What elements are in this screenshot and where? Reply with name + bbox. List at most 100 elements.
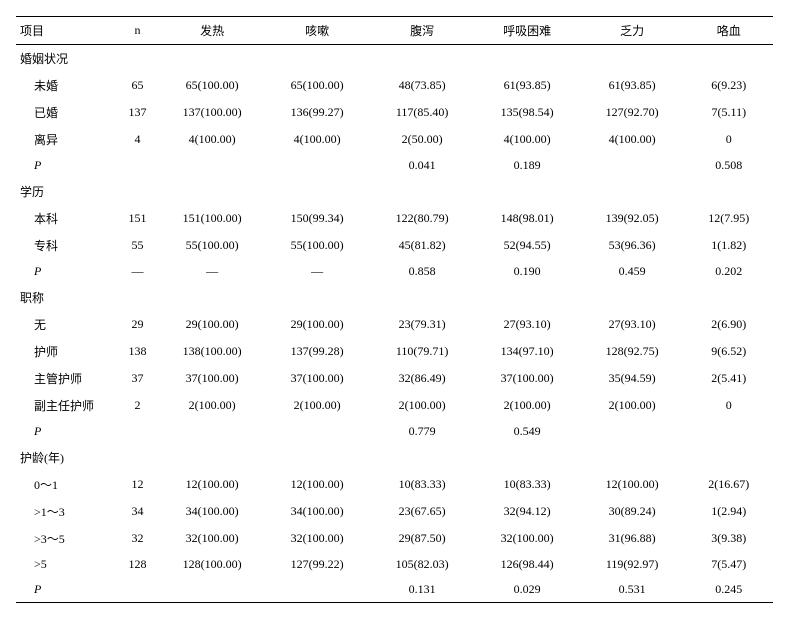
cell: 12(100.00) xyxy=(265,471,370,498)
cell: 29(100.00) xyxy=(265,311,370,338)
cell: 136(99.27) xyxy=(265,99,370,126)
table-row: 未婚6565(100.00)65(100.00)48(73.85)61(93.8… xyxy=(16,72,773,99)
p-cell: 0.202 xyxy=(685,259,773,284)
col-dyspnea: 呼吸困难 xyxy=(475,17,580,45)
cell: 32(100.00) xyxy=(160,525,265,552)
cell: 45(81.82) xyxy=(370,232,475,259)
p-cell xyxy=(265,153,370,178)
p-cell: 0.131 xyxy=(370,577,475,603)
cell: 35(94.59) xyxy=(580,365,685,392)
cell: 1(2.94) xyxy=(685,498,773,525)
cell: 150(99.34) xyxy=(265,205,370,232)
p-cell: 0.459 xyxy=(580,259,685,284)
cell: 126(98.44) xyxy=(475,552,580,577)
row-n: 151 xyxy=(115,205,159,232)
p-cell: 0.508 xyxy=(685,153,773,178)
p-label: P xyxy=(16,153,115,178)
row-label: 专科 xyxy=(16,232,115,259)
cell: 9(6.52) xyxy=(685,338,773,365)
cell: 135(98.54) xyxy=(475,99,580,126)
row-label: 副主任护师 xyxy=(16,392,115,419)
p-row: P0.7790.549 xyxy=(16,419,773,444)
p-cell: 0.549 xyxy=(475,419,580,444)
table-row: 0～11212(100.00)12(100.00)10(83.33)10(83.… xyxy=(16,471,773,498)
p-row: P———0.8580.1900.4590.202 xyxy=(16,259,773,284)
col-n: n xyxy=(115,17,159,45)
cell: 128(92.75) xyxy=(580,338,685,365)
p-cell: 0.029 xyxy=(475,577,580,603)
cell: 32(86.49) xyxy=(370,365,475,392)
row-label: >1～3 xyxy=(16,498,115,525)
cell: 105(82.03) xyxy=(370,552,475,577)
cell: 137(100.00) xyxy=(160,99,265,126)
col-item: 项目 xyxy=(16,17,115,45)
table-row: >5128128(100.00)127(99.22)105(82.03)126(… xyxy=(16,552,773,577)
cell: 2(100.00) xyxy=(475,392,580,419)
p-cell: 0.190 xyxy=(475,259,580,284)
cell: 0 xyxy=(685,392,773,419)
row-n: 128 xyxy=(115,552,159,577)
group-label: 职称 xyxy=(16,284,773,311)
p-cell xyxy=(160,577,265,603)
group-header: 学历 xyxy=(16,178,773,205)
cell: 48(73.85) xyxy=(370,72,475,99)
group-label: 护龄(年) xyxy=(16,444,773,471)
header-row: 项目 n 发热 咳嗽 腹泻 呼吸困难 乏力 咯血 xyxy=(16,17,773,45)
table-body: 婚姻状况未婚6565(100.00)65(100.00)48(73.85)61(… xyxy=(16,45,773,603)
row-n: 2 xyxy=(115,392,159,419)
cell: 2(16.67) xyxy=(685,471,773,498)
cell: 119(92.97) xyxy=(580,552,685,577)
cell: 110(79.71) xyxy=(370,338,475,365)
cell: 31(96.88) xyxy=(580,525,685,552)
cell: 12(7.95) xyxy=(685,205,773,232)
row-n: 138 xyxy=(115,338,159,365)
table-row: 无2929(100.00)29(100.00)23(79.31)27(93.10… xyxy=(16,311,773,338)
cell: 128(100.00) xyxy=(160,552,265,577)
cell: 2(100.00) xyxy=(160,392,265,419)
cell: 127(99.22) xyxy=(265,552,370,577)
col-fever: 发热 xyxy=(160,17,265,45)
cell: 10(83.33) xyxy=(370,471,475,498)
p-cell xyxy=(115,153,159,178)
col-cough: 咳嗽 xyxy=(265,17,370,45)
row-n: 12 xyxy=(115,471,159,498)
p-cell xyxy=(160,153,265,178)
p-cell xyxy=(115,577,159,603)
row-label: 0～1 xyxy=(16,471,115,498)
row-n: 4 xyxy=(115,126,159,153)
cell: 34(100.00) xyxy=(265,498,370,525)
group-label: 学历 xyxy=(16,178,773,205)
cell: 134(97.10) xyxy=(475,338,580,365)
cell: 2(100.00) xyxy=(265,392,370,419)
p-cell xyxy=(685,419,773,444)
table-row: 专科5555(100.00)55(100.00)45(81.82)52(94.5… xyxy=(16,232,773,259)
p-label: P xyxy=(16,577,115,603)
row-label: 已婚 xyxy=(16,99,115,126)
cell: 151(100.00) xyxy=(160,205,265,232)
p-cell xyxy=(580,419,685,444)
cell: 139(92.05) xyxy=(580,205,685,232)
cell: 53(96.36) xyxy=(580,232,685,259)
p-cell: 0.531 xyxy=(580,577,685,603)
cell: 4(100.00) xyxy=(160,126,265,153)
cell: 2(5.41) xyxy=(685,365,773,392)
p-cell: — xyxy=(265,259,370,284)
cell: 127(92.70) xyxy=(580,99,685,126)
row-label: 无 xyxy=(16,311,115,338)
row-n: 29 xyxy=(115,311,159,338)
table-row: 已婚137137(100.00)136(99.27)117(85.40)135(… xyxy=(16,99,773,126)
cell: 138(100.00) xyxy=(160,338,265,365)
cell: 34(100.00) xyxy=(160,498,265,525)
cell: 37(100.00) xyxy=(265,365,370,392)
row-n: 34 xyxy=(115,498,159,525)
table-row: 副主任护师22(100.00)2(100.00)2(100.00)2(100.0… xyxy=(16,392,773,419)
table-row: 护师138138(100.00)137(99.28)110(79.71)134(… xyxy=(16,338,773,365)
cell: 27(93.10) xyxy=(580,311,685,338)
cell: 55(100.00) xyxy=(265,232,370,259)
cell: 3(9.38) xyxy=(685,525,773,552)
cell: 32(100.00) xyxy=(265,525,370,552)
p-cell xyxy=(580,153,685,178)
p-cell xyxy=(160,419,265,444)
cell: 2(6.90) xyxy=(685,311,773,338)
p-row: P0.0410.1890.508 xyxy=(16,153,773,178)
